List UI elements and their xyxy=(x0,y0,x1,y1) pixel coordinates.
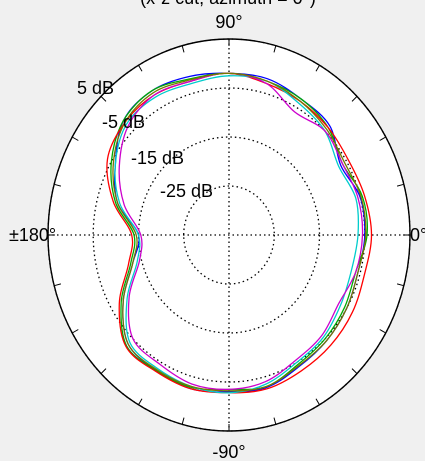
angle-tick xyxy=(181,417,185,425)
angle-tick xyxy=(351,368,358,374)
angle-tick xyxy=(54,283,62,287)
angle-tick xyxy=(138,65,143,72)
series-line-2 xyxy=(110,72,368,391)
ring-label-minus-15: -15 dB xyxy=(131,148,184,168)
angle-label-180: ±180° xyxy=(9,225,56,245)
angle-ticks xyxy=(48,39,410,431)
angle-tick xyxy=(396,183,404,187)
series-layer xyxy=(106,72,373,394)
angle-tick xyxy=(54,183,62,187)
chart-title: (x-z cut, azimuth = 0°) xyxy=(140,0,316,8)
angle-tick xyxy=(379,329,387,334)
angle-tick xyxy=(138,398,143,405)
ring-label-minus-25: -25 dB xyxy=(160,181,213,201)
angle-tick xyxy=(273,45,277,53)
series-line-6 xyxy=(112,72,367,392)
series-line-4 xyxy=(114,75,360,394)
angle-tick xyxy=(71,136,79,141)
angle-label-minus-90: -90° xyxy=(212,442,245,461)
ring-label-minus-5: -5 dB xyxy=(102,112,145,132)
angle-tick xyxy=(100,368,107,374)
angle-label-0: 0° xyxy=(410,225,425,245)
angle-tick xyxy=(315,398,320,405)
angle-tick xyxy=(315,65,320,72)
plot-area: 5 dB -5 dB -15 dB -25 dB xyxy=(47,38,411,432)
angle-tick xyxy=(396,283,404,287)
angle-tick xyxy=(273,417,277,425)
ring-labels: 5 dB -5 dB -15 dB -25 dB xyxy=(77,78,213,201)
series-line-5 xyxy=(118,72,364,391)
angle-tick xyxy=(181,45,185,53)
ring-label-5: 5 dB xyxy=(77,78,114,98)
angle-tick xyxy=(100,96,107,102)
angle-tick xyxy=(379,136,387,141)
angle-tick xyxy=(71,329,79,334)
angle-labels: 90° 0° ±180° -90° xyxy=(9,12,425,461)
angle-tick xyxy=(351,96,358,102)
angle-label-90: 90° xyxy=(215,12,242,32)
